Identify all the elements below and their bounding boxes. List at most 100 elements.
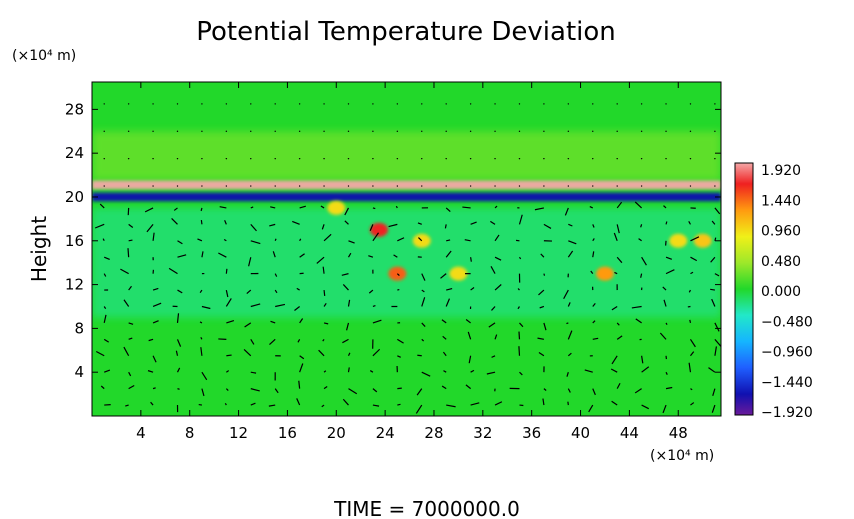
- x-tick-label: 32: [473, 424, 492, 442]
- wind-vector: [152, 387, 156, 390]
- wind-vector: [418, 237, 423, 242]
- wind-vector: [368, 255, 374, 258]
- wind-vector: [372, 404, 380, 407]
- wind-vector: [368, 289, 374, 294]
- wind-vector: [102, 238, 105, 242]
- wind-vector: [592, 185, 594, 187]
- wind-vector: [123, 299, 130, 307]
- wind-vector: [103, 157, 105, 160]
- colorbar: 1.920 1.440 0.960 0.480 0.000 −0.480 −0.960 −1.…: [734, 162, 813, 421]
- wind-vector: [470, 257, 472, 262]
- wind-vector: [444, 224, 447, 229]
- wind-vector: [120, 268, 129, 275]
- wind-vector: [417, 222, 422, 225]
- wind-vector: [299, 318, 304, 324]
- wind-vector: [640, 103, 643, 105]
- wind-vector: [641, 355, 644, 364]
- wind-vector: [226, 319, 235, 324]
- wind-vector: [321, 404, 325, 408]
- x-tick-label: 4: [136, 424, 146, 442]
- plot-frame: [91, 81, 722, 417]
- wind-vector: [518, 103, 521, 105]
- wind-vector: [250, 402, 256, 406]
- wind-vector: [176, 339, 182, 347]
- field-anomaly: [370, 222, 389, 237]
- wind-vector: [299, 355, 305, 360]
- wind-vector: [665, 371, 668, 375]
- wind-vector: [714, 237, 717, 241]
- wind-vector: [176, 367, 181, 373]
- wind-vector: [269, 338, 276, 346]
- wind-vector: [225, 289, 229, 298]
- wind-vector: [665, 130, 667, 132]
- wind-vector: [446, 287, 453, 291]
- wind-vector: [566, 322, 569, 325]
- wind-vector: [445, 298, 451, 307]
- wind-vector: [592, 388, 596, 396]
- wind-vector: [323, 233, 332, 242]
- wind-vector: [275, 303, 286, 308]
- wind-vector: [219, 206, 227, 209]
- wind-vector: [100, 385, 105, 390]
- field-layers: [92, 131, 721, 318]
- wind-vector: [440, 273, 447, 279]
- field-anomaly: [693, 233, 712, 248]
- wind-vector: [714, 185, 716, 187]
- wind-vector: [494, 205, 498, 209]
- wind-vector: [224, 403, 227, 406]
- wind-vector: [347, 299, 351, 307]
- wind-vector: [469, 130, 472, 132]
- wind-vector: [323, 103, 325, 105]
- wind-vector: [397, 288, 400, 291]
- wind-vector: [714, 103, 716, 105]
- wind-vector: [543, 273, 546, 276]
- wind-vector: [299, 363, 304, 373]
- wind-vector: [316, 256, 325, 264]
- wind-vector: [396, 157, 399, 160]
- wind-vector: [469, 103, 472, 105]
- wind-vector: [415, 404, 423, 414]
- wind-vector: [631, 305, 642, 309]
- field-band-warm-layer: [92, 180, 721, 190]
- wind-vector: [127, 248, 130, 258]
- wind-vector: [469, 185, 472, 187]
- wind-vector: [127, 130, 130, 132]
- wind-vector: [416, 388, 423, 396]
- field-band-upper-light-band: [92, 131, 721, 181]
- wind-vector: [690, 388, 693, 391]
- wind-vector: [323, 370, 327, 373]
- wind-vector: [689, 319, 692, 324]
- wind-vector: [491, 306, 496, 311]
- y-tick-label: 20: [65, 188, 84, 206]
- wind-vector: [152, 320, 159, 324]
- y-axis: 4 8 12 16 20 24 28: [65, 100, 721, 381]
- wind-vector: [568, 223, 573, 227]
- wind-vector: [396, 185, 399, 187]
- wind-vector: [441, 385, 447, 390]
- wind-vector: [250, 130, 252, 132]
- wind-vector: [296, 398, 301, 406]
- wind-vector: [298, 130, 301, 132]
- wind-vector: [199, 289, 203, 294]
- wind-vector: [518, 256, 522, 260]
- field-anomaly: [595, 266, 614, 281]
- wind-vector: [616, 130, 618, 132]
- wind-vector: [635, 318, 642, 324]
- wind-vector: [714, 338, 721, 348]
- wind-vector: [177, 388, 180, 390]
- wind-vector: [397, 237, 405, 242]
- wind-vector: [712, 388, 716, 397]
- wind-vector: [146, 223, 154, 233]
- wind-vector: [274, 238, 277, 242]
- wind-vector: [711, 220, 716, 225]
- wind-vector: [566, 372, 569, 377]
- wind-vector: [592, 251, 595, 258]
- wind-vector: [201, 305, 211, 310]
- wind-vector: [200, 207, 203, 212]
- wind-vector: [634, 201, 643, 209]
- wind-vector: [395, 205, 398, 209]
- wind-vector: [347, 130, 350, 132]
- wind-vector: [99, 203, 105, 209]
- wind-vector: [298, 103, 301, 105]
- wind-vector: [372, 304, 376, 308]
